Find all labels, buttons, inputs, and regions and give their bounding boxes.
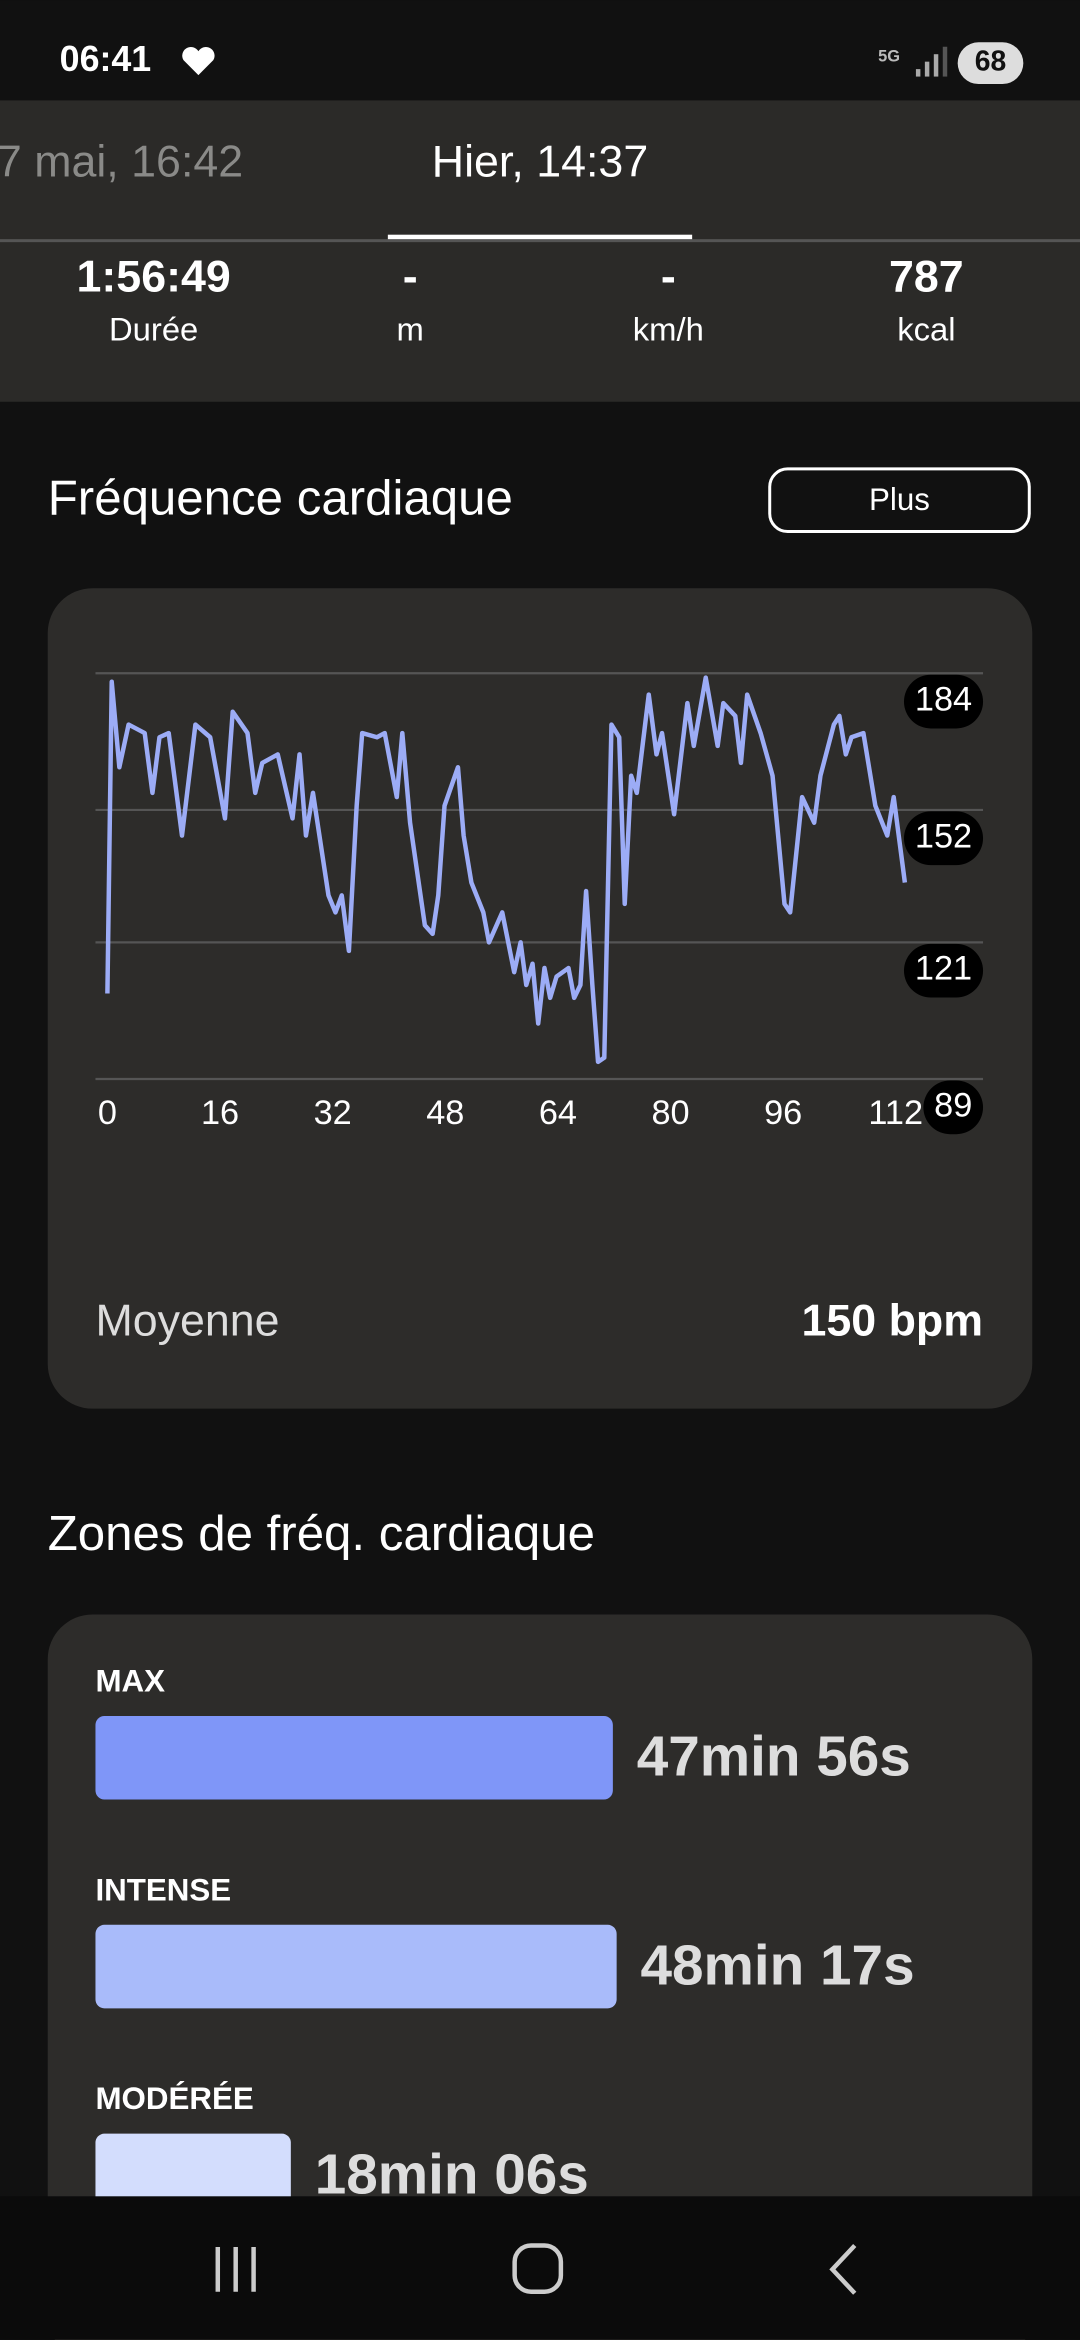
- stat-value: -: [403, 251, 418, 301]
- y-tick-pill: [903, 674, 984, 729]
- x-tick-label: 48: [426, 1094, 464, 1132]
- tab-indicator: [387, 234, 693, 240]
- battery-level: 68: [975, 46, 1007, 78]
- zone-duration: 47min 56s: [637, 1726, 911, 1789]
- heart-icon: [182, 46, 215, 76]
- zone-name: MODÉRÉE: [95, 2081, 253, 2116]
- zone-name: INTENSE: [95, 1872, 231, 1907]
- y-tick-pill: [903, 811, 984, 866]
- x-tick-label: 32: [314, 1094, 352, 1132]
- zone-name: MAX: [95, 1663, 165, 1698]
- y-tick-label: 152: [915, 817, 972, 855]
- recents-button[interactable]: [215, 2247, 256, 2292]
- y-tick-label: 121: [915, 950, 972, 988]
- average-value: 150 bpm: [801, 1295, 983, 1345]
- x-tick-label: 112: [868, 1094, 923, 1132]
- y-tick-label: 184: [915, 681, 972, 719]
- stat-value: 787: [889, 251, 964, 301]
- x-tick-label: 16: [201, 1094, 239, 1132]
- tab-active[interactable]: Hier, 14:37: [432, 136, 648, 186]
- stat-value: 1:56:49: [77, 251, 231, 301]
- signal-icon: [915, 46, 948, 77]
- stat-label: m: [397, 310, 424, 347]
- tab[interactable]: 7 mai, 16:42: [0, 136, 243, 186]
- stat-label: km/h: [633, 310, 704, 347]
- divider: [0, 239, 1080, 243]
- zone-duration: 48min 17s: [641, 1935, 915, 1998]
- hr-line: [105, 675, 908, 1065]
- stat-label: kcal: [897, 310, 955, 347]
- x-tick-label: 64: [539, 1094, 577, 1132]
- x-tick-label: 0: [98, 1094, 117, 1132]
- y-tick-pill: [903, 943, 984, 998]
- home-button[interactable]: [512, 2243, 564, 2295]
- average-label: Moyenne: [95, 1295, 279, 1345]
- section-title: Fréquence cardiaque: [48, 471, 513, 526]
- nav-buttons: [215, 2243, 857, 2295]
- network: 5G: [878, 48, 900, 66]
- battery: [957, 42, 1024, 85]
- stat-label: Durée: [109, 310, 198, 347]
- zone-duration: 18min 06s: [315, 2143, 589, 2206]
- back-button[interactable]: [829, 2243, 857, 2295]
- more-button-label[interactable]: Plus: [869, 482, 930, 517]
- more-button[interactable]: [768, 467, 1031, 534]
- zone-bar: [95, 1715, 613, 1800]
- stat-value: -: [661, 251, 676, 301]
- header-panel: [0, 100, 1080, 402]
- nav-bar: [0, 2196, 1080, 2340]
- y-tick-label: 89: [934, 1086, 972, 1124]
- x-tick-label: 80: [651, 1094, 689, 1132]
- clock: 06:41: [60, 39, 152, 79]
- hr-chart: 0 16 32 48 64 80 96 112 184 152 121 89: [95, 672, 984, 1135]
- zone-bar: [95, 1924, 617, 2009]
- x-tick-label: 96: [764, 1094, 802, 1132]
- y-tick-pill: [923, 1080, 984, 1135]
- section-title: Zones de fréq. cardiaque: [48, 1506, 595, 1561]
